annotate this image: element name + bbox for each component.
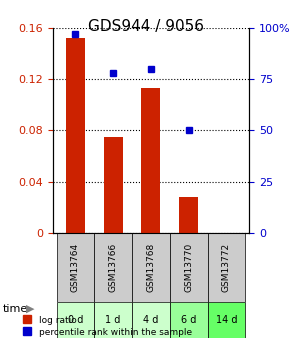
Legend: log ratio, percentile rank within the sample: log ratio, percentile rank within the sa… [19, 313, 196, 341]
FancyBboxPatch shape [207, 302, 245, 338]
Bar [179, 197, 198, 233]
Text: GSM13768: GSM13768 [146, 243, 155, 292]
Text: 6 d: 6 d [181, 315, 196, 325]
FancyBboxPatch shape [132, 233, 170, 302]
FancyBboxPatch shape [94, 302, 132, 338]
Bar [66, 38, 85, 233]
Bar [142, 88, 160, 233]
Text: GSM13766: GSM13766 [109, 243, 118, 292]
Text: 14 d: 14 d [216, 315, 237, 325]
FancyBboxPatch shape [94, 233, 132, 302]
Text: GSM13770: GSM13770 [184, 243, 193, 292]
FancyBboxPatch shape [57, 302, 94, 338]
Text: 4 d: 4 d [143, 315, 159, 325]
Text: ▶: ▶ [26, 304, 35, 314]
Bar [104, 137, 122, 233]
Text: GDS944 / 9056: GDS944 / 9056 [88, 19, 205, 34]
Text: 1 d: 1 d [105, 315, 121, 325]
FancyBboxPatch shape [132, 302, 170, 338]
Text: GSM13764: GSM13764 [71, 243, 80, 292]
Text: time: time [3, 304, 28, 314]
FancyBboxPatch shape [207, 233, 245, 302]
Text: 0 d: 0 d [68, 315, 83, 325]
FancyBboxPatch shape [170, 302, 207, 338]
Text: GSM13772: GSM13772 [222, 243, 231, 292]
FancyBboxPatch shape [170, 233, 207, 302]
FancyBboxPatch shape [57, 233, 94, 302]
